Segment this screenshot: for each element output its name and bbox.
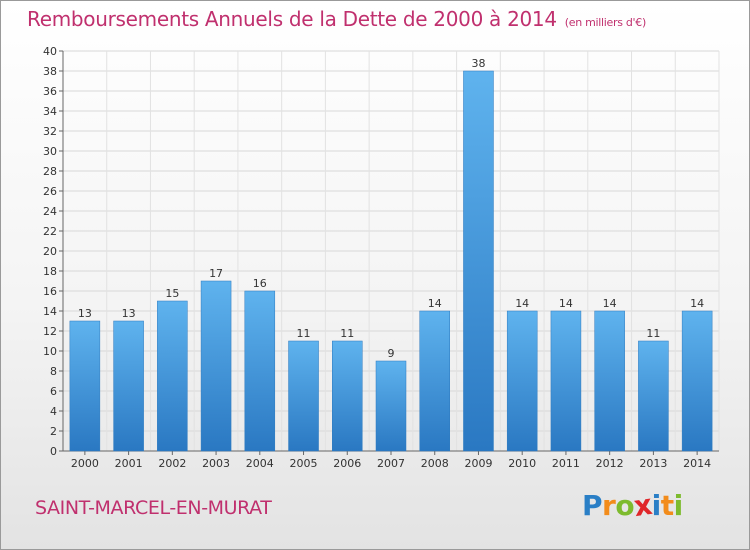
y-tick-label: 10 [43, 345, 57, 358]
y-tick-label: 30 [43, 145, 57, 158]
x-tick-label: 2011 [552, 457, 580, 470]
y-tick-label: 34 [43, 105, 57, 118]
x-tick-labels: 2000 2001 2002 2003 2004 2005 2006 2007 2008 2009… [71, 457, 711, 470]
logo-letter: i [673, 489, 684, 522]
data-label: 11 [646, 327, 660, 340]
bar-2004 [244, 290, 276, 452]
data-label: 14 [559, 297, 573, 310]
bar-2011 [550, 310, 582, 452]
x-tick-label: 2008 [421, 457, 449, 470]
x-tick-label: 2007 [377, 457, 405, 470]
data-label: 14 [515, 297, 529, 310]
x-tick-label: 2012 [596, 457, 624, 470]
y-tick-label: 32 [43, 125, 57, 138]
bar-2009 [463, 70, 494, 452]
data-labels: 13 13 15 17 16 11 11 9 14 38 14 14 14 11 14 [78, 57, 704, 360]
y-tick-label: 12 [43, 325, 57, 338]
x-tick-label: 2005 [290, 457, 318, 470]
y-tick-label: 16 [43, 285, 57, 298]
y-tick-label: 40 [43, 45, 57, 58]
x-tick-label: 2004 [246, 457, 274, 470]
data-label: 11 [297, 327, 311, 340]
x-tick-label: 2003 [202, 457, 230, 470]
chart-title-text: Remboursements Annuels de la Dette de 20… [27, 7, 557, 31]
y-tick-label: 0 [50, 445, 57, 458]
y-tick-label: 8 [50, 365, 57, 378]
bar-2006 [332, 340, 363, 452]
x-tick-label: 2006 [333, 457, 361, 470]
logo-letter: r [602, 489, 616, 522]
logo-letter: o [615, 489, 635, 522]
bar-2008 [419, 310, 450, 452]
bar-2012 [594, 310, 625, 452]
data-label: 13 [122, 307, 136, 320]
y-tick-label: 38 [43, 65, 57, 78]
x-tick-label: 2001 [115, 457, 143, 470]
data-label: 15 [165, 287, 179, 300]
chart-title: Remboursements Annuels de la Dette de 20… [27, 7, 646, 31]
data-label: 16 [253, 277, 267, 290]
x-tick-label: 2010 [508, 457, 536, 470]
logo-letter: x [631, 487, 654, 524]
bar-2003 [200, 280, 232, 452]
bar-2002 [157, 300, 188, 452]
x-tick-label: 2009 [464, 457, 492, 470]
bar-2007 [375, 360, 407, 452]
x-tick-label: 2000 [71, 457, 99, 470]
y-tick-label: 6 [50, 385, 57, 398]
data-label: 14 [603, 297, 617, 310]
data-label: 11 [340, 327, 354, 340]
x-tick-label: 2013 [639, 457, 667, 470]
y-tick-label: 22 [43, 225, 57, 238]
chart-subtitle: (en milliers d'€) [564, 16, 646, 29]
y-tick-label: 14 [43, 305, 57, 318]
bars [69, 70, 713, 452]
y-tick-label: 28 [43, 165, 57, 178]
bar-2005 [288, 340, 319, 452]
commune-name: SAINT-MARCEL-EN-MURAT [35, 497, 272, 519]
data-label: 14 [690, 297, 704, 310]
logo-letter: t [660, 489, 674, 522]
data-label: 17 [209, 267, 223, 280]
y-tick-label: 24 [43, 205, 57, 218]
data-label: 14 [428, 297, 442, 310]
bar-2010 [506, 310, 538, 452]
x-tick-label: 2014 [683, 457, 711, 470]
bar-2013 [638, 340, 669, 452]
y-tick-label: 4 [50, 405, 57, 418]
x-tick-label: 2002 [158, 457, 186, 470]
logo-letter: i [651, 489, 662, 522]
y-tick-label: 20 [43, 245, 57, 258]
y-tick-label: 36 [43, 85, 57, 98]
y-tick-label: 2 [50, 425, 57, 438]
data-label: 9 [388, 347, 395, 360]
data-label: 38 [471, 57, 485, 70]
bar-2000 [69, 320, 101, 452]
y-tick-label: 18 [43, 265, 57, 278]
y-tick-label: 26 [43, 185, 57, 198]
bar-2001 [113, 320, 144, 452]
logo-letter: P [582, 489, 603, 522]
bar-2014 [681, 310, 713, 452]
proxiti-logo[interactable]: Proxiti [582, 487, 684, 524]
data-label: 13 [78, 307, 92, 320]
